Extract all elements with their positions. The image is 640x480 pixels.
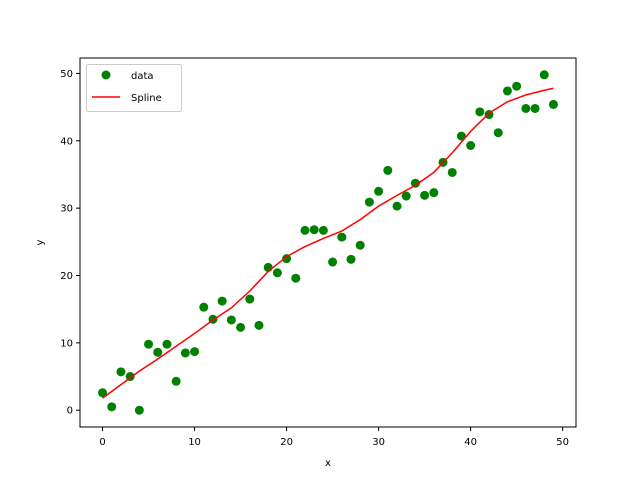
x-axis: 0 10 20 30 40 50: [99, 427, 569, 448]
data-point: [153, 347, 163, 357]
data-point: [539, 70, 549, 80]
data-point: [328, 257, 338, 267]
y-tick-label: 50: [60, 69, 73, 80]
data-point: [548, 99, 558, 109]
data-point: [144, 339, 154, 349]
data-point: [171, 376, 181, 386]
y-tick-label: 40: [60, 136, 73, 147]
data-point: [107, 402, 117, 412]
data-point: [272, 268, 282, 278]
data-point: [254, 320, 264, 330]
y-tick-label: 0: [67, 406, 73, 417]
x-tick-label: 40: [464, 437, 477, 448]
data-point: [420, 190, 430, 200]
y-tick-label: 30: [60, 204, 73, 215]
data-point: [318, 225, 328, 235]
data-point: [521, 103, 531, 113]
legend-label-spline: Spline: [131, 93, 162, 104]
data-point: [429, 188, 439, 198]
x-tick-label: 10: [188, 437, 201, 448]
data-point: [199, 302, 209, 312]
data-point: [364, 197, 374, 207]
data-point: [309, 225, 319, 235]
data-point: [98, 388, 108, 398]
data-point: [300, 225, 310, 235]
y-axis-label: y: [35, 239, 46, 245]
spline-line: [102, 87, 554, 399]
data-point: [245, 294, 255, 304]
data-point: [512, 81, 522, 91]
data-point: [493, 128, 503, 138]
data-point: [392, 201, 402, 211]
data-point: [217, 296, 227, 306]
data-point: [383, 165, 393, 175]
x-axis-label: x: [325, 458, 331, 469]
data-point: [337, 232, 347, 242]
data-point: [466, 141, 476, 151]
data-point: [134, 405, 144, 415]
x-tick-label: 20: [280, 437, 293, 448]
y-tick-label: 10: [60, 338, 73, 349]
y-tick-label: 20: [60, 271, 73, 282]
data-point: [374, 186, 384, 196]
data-point: [236, 322, 246, 332]
data-point: [502, 86, 512, 96]
legend-marker-data: [101, 70, 111, 80]
data-point: [447, 167, 457, 177]
data-point: [180, 348, 190, 358]
data-point: [190, 347, 200, 357]
data-point: [282, 254, 292, 264]
data-point: [355, 240, 365, 250]
x-tick-label: 0: [99, 437, 105, 448]
data-point: [162, 339, 172, 349]
axes-frame: [79, 57, 577, 428]
data-point: [456, 131, 466, 141]
data-point: [226, 315, 236, 325]
data-point: [401, 191, 411, 201]
data-point: [410, 178, 420, 188]
y-axis: 0 10 20 30 40 50: [60, 69, 80, 417]
data-point: [116, 367, 126, 377]
x-tick-label: 30: [372, 437, 385, 448]
data-point: [475, 107, 485, 117]
data-point: [291, 273, 301, 283]
data-point: [346, 254, 356, 264]
legend-label-data: data: [131, 71, 154, 82]
legend: data Spline: [86, 64, 182, 112]
x-tick-label: 50: [556, 437, 569, 448]
plot-area: [98, 70, 558, 415]
data-point: [530, 103, 540, 113]
